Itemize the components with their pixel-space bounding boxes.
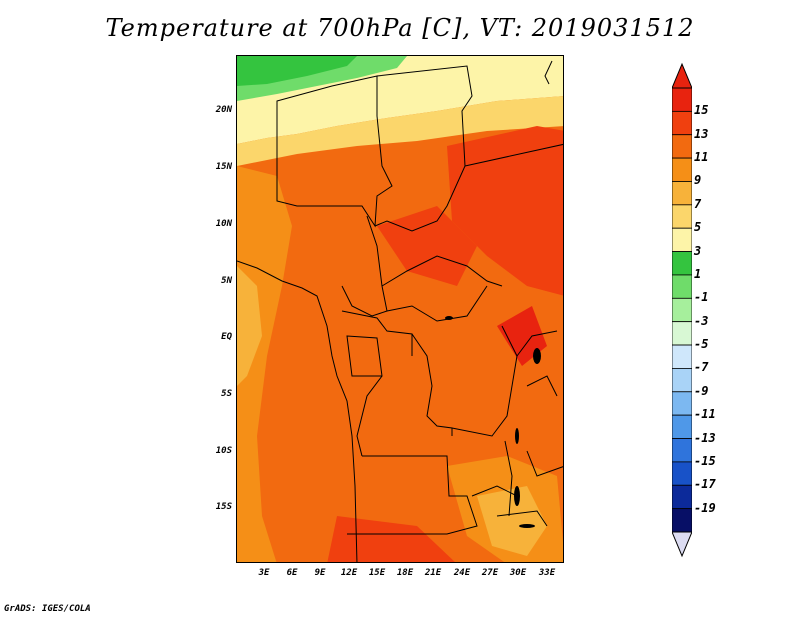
colorbar-segment (672, 134, 692, 159)
colorbar-label: 1 (694, 266, 702, 281)
colorbar-label: 5 (694, 220, 702, 235)
colorbar-label: 7 (694, 196, 702, 211)
lon-label: 12E (340, 568, 358, 578)
lon-label: 30E (509, 568, 527, 578)
country-borders (276, 65, 563, 535)
lat-label: EQ (221, 332, 232, 342)
lat-label: 15S (215, 502, 232, 512)
colorbar-bottom-arrow (672, 531, 692, 558)
colorbar-label: -1 (694, 290, 709, 305)
colorbar-segment (672, 251, 692, 276)
colorbar-segment (672, 391, 692, 416)
central-hot-core (377, 206, 477, 286)
colorbar-segment (672, 461, 692, 486)
colorbar-label: -9 (694, 383, 709, 398)
southern-hot-core (327, 516, 455, 562)
colorbar-segment (672, 110, 692, 136)
colorbar-segment (672, 321, 692, 346)
colorbar-segment (672, 344, 692, 369)
colorbar-label: -11 (694, 407, 716, 422)
lon-label: 33E (538, 568, 556, 578)
colorbar-segment (672, 157, 692, 182)
northeast-hot-core (447, 126, 563, 296)
north-transition-band (237, 96, 563, 166)
colorbar-segment (672, 368, 692, 393)
colorbar-label: 9 (694, 173, 702, 188)
lat-label: 5S (221, 389, 232, 399)
colorbar-label: -5 (694, 337, 709, 352)
colorbar-segment (672, 297, 692, 323)
colorbar-top-arrow (672, 62, 692, 89)
northern-green-core (237, 56, 357, 86)
colorbar-label: -15 (694, 453, 716, 468)
colorbar (672, 62, 692, 558)
lat-label: 5N (221, 276, 232, 286)
coastal-band (237, 266, 262, 386)
chart-title: Temperature at 700hPa [C], VT: 201903151… (105, 14, 695, 42)
colorbar-segment (672, 181, 692, 206)
colorbar-segment (672, 508, 692, 533)
colorbar-segment (672, 274, 692, 299)
western-warm-zone (237, 166, 292, 562)
southeast-light-patch (477, 486, 547, 556)
colorbar-segment (672, 484, 692, 510)
colorbar-label: -17 (694, 477, 716, 492)
colorbar-label: -13 (694, 430, 716, 445)
colorbar-label: -3 (694, 313, 709, 328)
colorbar-segment (672, 438, 692, 463)
lon-label: 18E (396, 568, 414, 578)
colorbar-label: -7 (694, 360, 709, 375)
map-panel (236, 55, 564, 563)
colorbar-label: 13 (694, 126, 709, 141)
colorbar-label: 15 (694, 103, 709, 118)
temperature-map (237, 56, 563, 562)
lon-label: 21E (424, 568, 442, 578)
colorbar-label: 3 (694, 243, 702, 258)
colorbar-segment (672, 204, 692, 229)
lat-label: 10N (215, 219, 232, 229)
lon-label: 15E (368, 568, 386, 578)
lat-label: 10S (215, 446, 232, 456)
colorbar-segment (672, 414, 692, 439)
lat-label: 15N (215, 162, 232, 172)
colorbar-label: -19 (694, 500, 716, 515)
lon-label: 9E (314, 568, 326, 578)
lon-label: 24E (453, 568, 471, 578)
lon-label: 3E (258, 568, 270, 578)
lakes (445, 316, 541, 528)
credit-text: GrADS: IGES/COLA (4, 604, 91, 614)
colorbar-segment (672, 87, 692, 112)
coastline (237, 60, 553, 562)
colorbar-segment (672, 227, 692, 252)
colorbar-segments (672, 87, 692, 533)
colorbar-label: 11 (694, 150, 709, 165)
lon-label: 27E (481, 568, 499, 578)
lat-label: 20N (215, 105, 232, 115)
lon-label: 6E (286, 568, 298, 578)
